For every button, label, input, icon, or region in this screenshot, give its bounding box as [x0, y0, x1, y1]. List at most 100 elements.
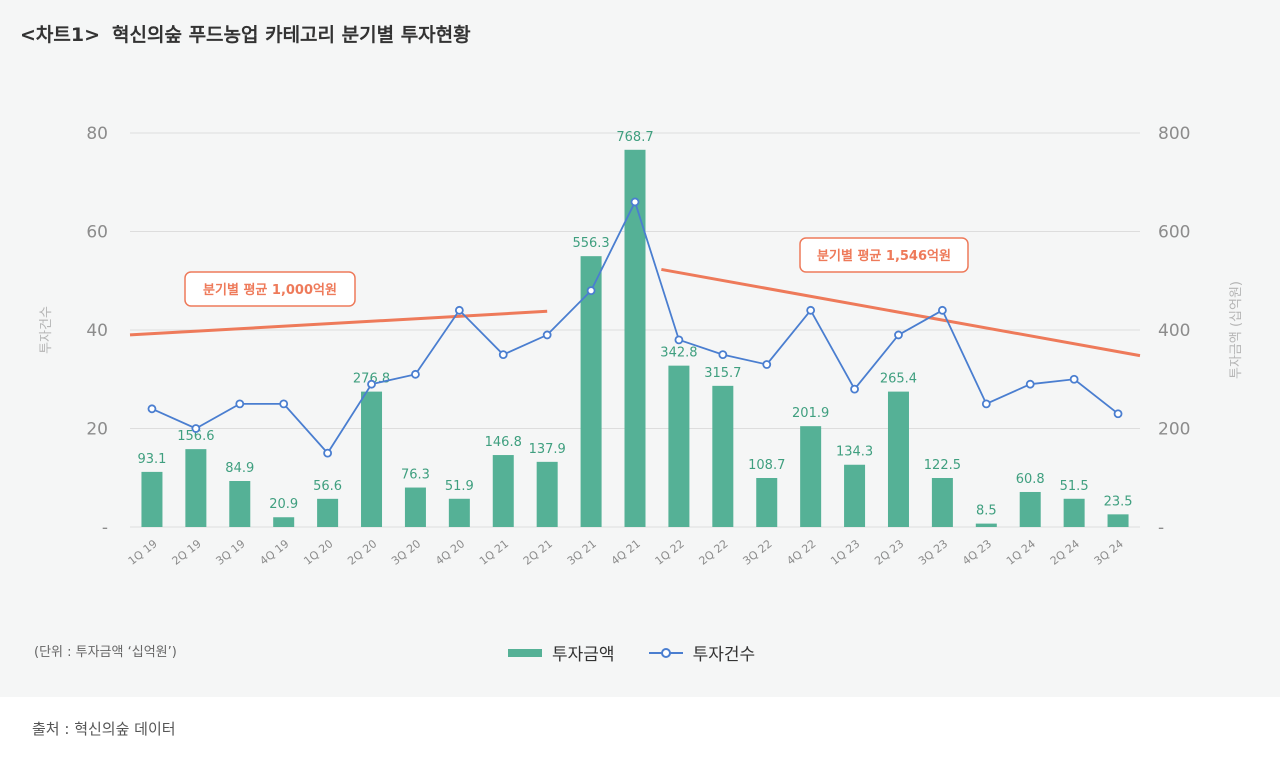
line-point	[1113, 409, 1123, 419]
trend-annotation-box	[184, 271, 356, 307]
bar	[800, 426, 822, 527]
x-tick-label: 4Q 20	[433, 537, 467, 568]
bar	[931, 477, 953, 527]
line-point	[279, 399, 289, 409]
x-tick-label: 3Q 22	[740, 537, 774, 568]
x-tick-label: 1Q 22	[653, 537, 687, 568]
combo-chart: - - 20 200 40 400 60 600 80 800 투자건수 투자금액 (십억원) 93.1…	[39, 124, 1244, 568]
x-tick-label: 3Q 19	[213, 537, 247, 568]
x-tick-label: 4Q 22	[784, 537, 818, 568]
x-tick-label: 1Q 24	[1004, 537, 1038, 568]
x-tick-label: 4Q 23	[960, 537, 994, 568]
line-point	[542, 330, 552, 340]
bar	[1107, 514, 1129, 527]
bar-value-label: 156.6	[177, 429, 214, 444]
legend: 투자금액 투자건수	[508, 640, 789, 665]
bar-value-label: 56.6	[313, 479, 342, 494]
left-tick-label: 60	[86, 223, 108, 243]
line-point	[367, 379, 376, 389]
bar-value-label: 60.8	[1016, 472, 1045, 487]
bar-value-label: 84.9	[225, 461, 254, 476]
trend-annotation-label: 분기별 평균 1,546억원	[817, 248, 951, 264]
bar	[141, 471, 163, 527]
line-point	[674, 335, 684, 345]
left-tick-label: 20	[86, 420, 108, 440]
right-tick-label: -	[1158, 518, 1164, 538]
line-point	[762, 360, 772, 369]
line-point	[1069, 374, 1079, 384]
bar-value-label: 51.5	[1060, 479, 1089, 494]
line-point	[191, 424, 201, 433]
bar-value-label: 8.5	[976, 504, 997, 519]
bar	[712, 385, 734, 527]
bar	[624, 149, 646, 527]
bar-value-label: 265.4	[880, 372, 917, 387]
line-point	[586, 286, 596, 296]
x-tick-label: 3Q 20	[389, 537, 423, 568]
x-tick-label: 1Q 19	[126, 537, 160, 568]
x-tick-label: 3Q 24	[1092, 537, 1126, 568]
x-tick-label: 1Q 21	[477, 537, 511, 568]
source-note: 출처 : 혁신의숲 데이터	[32, 720, 176, 738]
bar-value-label: 122.5	[924, 458, 961, 473]
line-point	[630, 197, 640, 207]
bar-value-label: 76.3	[401, 468, 430, 483]
trend-line	[661, 267, 1141, 358]
bar	[185, 449, 207, 527]
x-tick-label: 3Q 23	[916, 537, 950, 568]
x-tick-label: 1Q 20	[301, 537, 335, 568]
right-tick-label: 800	[1158, 124, 1190, 144]
line-point	[850, 384, 859, 394]
bar	[492, 455, 514, 527]
x-tick-label: 2Q 24	[1048, 537, 1082, 568]
bar	[536, 461, 558, 527]
bar	[404, 487, 426, 527]
bar	[448, 498, 470, 527]
line-point	[718, 350, 728, 360]
left-tick-label: -	[102, 518, 108, 538]
bar	[975, 523, 997, 527]
bar-value-label: 556.3	[572, 236, 609, 251]
bar-value-label: 342.8	[660, 346, 697, 361]
right-tick-label: 200	[1158, 420, 1190, 440]
x-tick-label: 2Q 22	[697, 537, 731, 568]
legend-label-count: 투자건수	[692, 645, 756, 665]
line-point	[937, 305, 947, 315]
x-tick-label: 2Q 19	[170, 537, 204, 568]
bar-value-label: 134.3	[836, 445, 873, 460]
chart-tag: <차트1>	[20, 24, 101, 46]
legend-label-amount: 투자금액	[552, 645, 615, 665]
bar	[229, 481, 251, 527]
line-point	[147, 404, 157, 414]
bar-value-label: 768.7	[616, 130, 653, 145]
bar-value-label: 146.8	[485, 435, 522, 450]
line-point	[454, 305, 464, 315]
line-point	[498, 350, 508, 360]
bar	[273, 517, 295, 527]
trend-line	[129, 309, 548, 337]
bar-value-label: 108.7	[748, 458, 785, 473]
left-tick-label: 80	[86, 124, 108, 144]
left-axis-title: 투자건수	[39, 306, 54, 354]
bar-value-label: 201.9	[792, 406, 829, 421]
line-point	[323, 448, 333, 458]
x-tick-label: 2Q 20	[345, 537, 379, 568]
x-tick-label: 2Q 23	[872, 537, 906, 568]
x-tick-label: 4Q 19	[257, 537, 291, 568]
chart-title: <차트1> 혁신의숲 푸드농업 카테고리 분기별 투자현황	[20, 20, 471, 47]
bar	[361, 391, 383, 527]
bar	[1019, 491, 1041, 527]
bar	[668, 365, 690, 527]
bar-value-label: 20.9	[269, 497, 298, 512]
trend-annotation-label: 분기별 평균 1,000억원	[203, 282, 337, 298]
unit-note: (단위 : 투자금액 ‘십억원’)	[34, 645, 177, 660]
right-tick-label: 400	[1158, 321, 1190, 341]
line-point	[235, 399, 245, 409]
bar	[580, 256, 602, 527]
bar	[317, 498, 339, 527]
x-tick-label: 1Q 23	[828, 537, 862, 568]
trend-annotation-box	[799, 237, 969, 273]
x-tick-label: 2Q 21	[521, 537, 555, 568]
line-point	[411, 369, 420, 379]
line-point	[894, 330, 903, 340]
